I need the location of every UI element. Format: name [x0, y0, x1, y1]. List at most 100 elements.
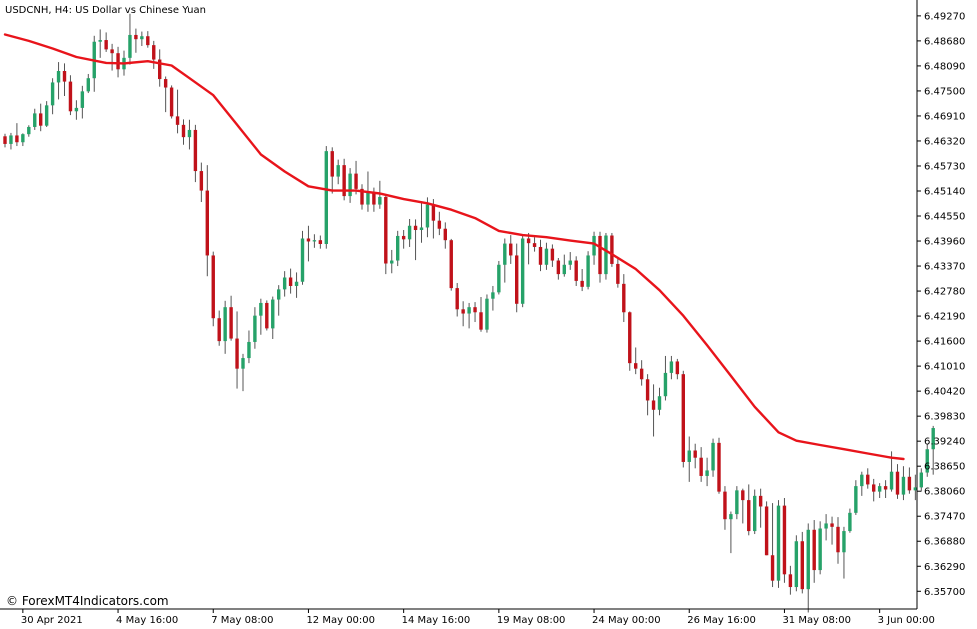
y-tick-label: 6.43370 [924, 262, 965, 273]
candle-body [205, 190, 209, 256]
candle [348, 168, 352, 203]
candle-body [479, 312, 483, 330]
candle [806, 523, 810, 613]
candle-body [794, 541, 799, 588]
axes [0, 0, 918, 610]
y-tick-label: 6.46910 [924, 111, 965, 122]
candle-body [27, 126, 31, 135]
candle [663, 355, 668, 401]
candle [193, 124, 198, 183]
candle [401, 230, 406, 249]
candle-body [253, 315, 257, 342]
candle [592, 231, 596, 265]
y-tick-label: 6.39240 [924, 437, 965, 448]
candle [711, 438, 715, 477]
candle-body [628, 312, 632, 364]
candle [788, 565, 793, 595]
y-tick-label: 6.46320 [924, 136, 965, 147]
x-tick-label: 14 May 16:00 [402, 615, 471, 626]
candle [485, 294, 489, 333]
candle-body [277, 289, 281, 300]
candle [675, 358, 680, 380]
candle [532, 237, 537, 252]
candle-body [723, 491, 727, 520]
candle [259, 298, 263, 335]
candle-body [639, 368, 644, 380]
candle [15, 123, 19, 147]
candle-body [3, 136, 7, 144]
watermark: © ForexMT4Indicators.com [6, 594, 169, 608]
candle [443, 222, 447, 249]
candle [312, 234, 317, 248]
candle [574, 256, 578, 286]
candle-body [538, 246, 543, 265]
candle-body [574, 260, 578, 281]
candle-body [556, 260, 561, 275]
candle-body [396, 235, 400, 261]
candle-body [485, 298, 489, 330]
candle-body [104, 40, 108, 50]
candle-body [110, 49, 114, 54]
y-tick-label: 6.36880 [924, 537, 965, 548]
candle-body [217, 318, 221, 342]
candle [181, 119, 186, 145]
candle [419, 202, 424, 243]
candle-body [348, 173, 352, 197]
y-tick-label: 6.45140 [924, 186, 965, 197]
candle-body [907, 476, 912, 491]
candle [217, 310, 221, 346]
candle-body [354, 173, 358, 189]
candle-body [705, 470, 709, 476]
candle-body [294, 281, 299, 286]
x-tick-label: 31 May 08:00 [782, 615, 851, 626]
candle-body [610, 235, 614, 264]
candle-body [169, 87, 174, 117]
candle [717, 437, 721, 494]
candle-body [699, 457, 703, 476]
candle-body [877, 486, 882, 492]
candle-body [193, 129, 198, 172]
candle-body [62, 70, 67, 82]
y-tick-labels: 6.49270 6.48680 6.48090 6.47500 6.46910 6.463… [917, 11, 965, 598]
candle-body [592, 235, 596, 256]
candle-body [503, 243, 507, 265]
candle [628, 311, 632, 371]
candle [782, 497, 787, 583]
candle-body [390, 260, 394, 264]
candle-body [80, 91, 85, 108]
candle-body [44, 105, 49, 126]
candle [294, 272, 299, 298]
y-tick-label: 6.39830 [924, 412, 965, 423]
y-tick-label: 6.42780 [924, 287, 965, 298]
candle [586, 251, 590, 290]
candle [842, 526, 846, 579]
candle [848, 508, 852, 533]
candle-body [74, 107, 79, 112]
candle [526, 232, 531, 265]
candle [568, 252, 572, 270]
candle-body [50, 82, 55, 106]
candle-body [550, 248, 555, 261]
candle-body [836, 526, 840, 553]
candle-body [866, 474, 870, 485]
candle [229, 295, 233, 341]
candle [27, 125, 31, 137]
candle-body [931, 428, 935, 450]
candle [598, 231, 602, 283]
candle-body [431, 204, 436, 221]
candle-body [152, 45, 156, 60]
candle [306, 225, 311, 262]
candle [110, 43, 114, 71]
y-tick-label: 6.48090 [924, 61, 965, 72]
candle [378, 180, 382, 209]
candle-body [687, 450, 691, 462]
candle [300, 230, 305, 285]
candle-body [175, 116, 180, 125]
candle [98, 29, 102, 58]
candle [134, 28, 138, 53]
candle-body [913, 487, 918, 491]
candle-body [901, 476, 906, 495]
candle [211, 251, 215, 327]
candle [473, 302, 477, 323]
